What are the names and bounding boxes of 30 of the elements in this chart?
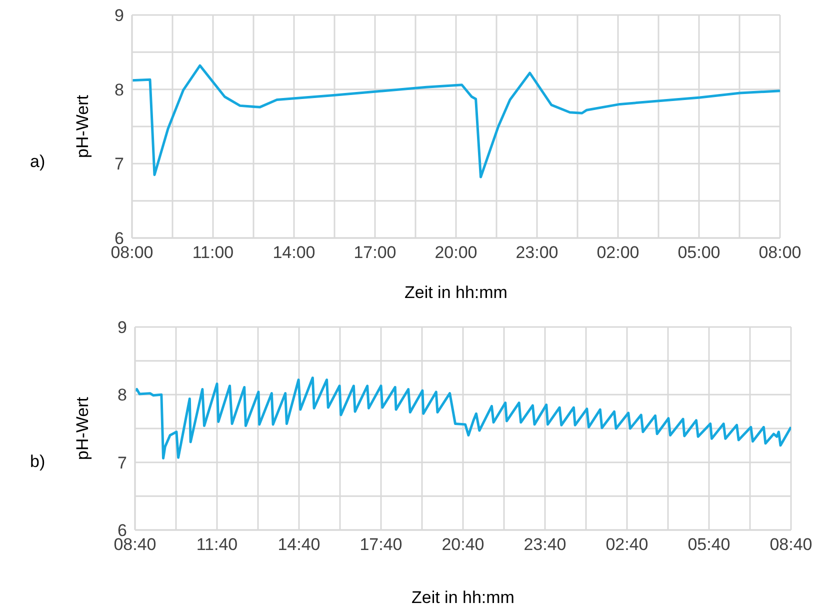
x-tick-label: 08:00 (758, 243, 802, 262)
y-axis-title: pH-Wert (73, 94, 92, 158)
x-axis-title: Zeit in hh:mm (404, 283, 508, 302)
x-tick-label: 17:00 (354, 243, 396, 262)
text: a) (30, 152, 46, 172)
y-tick-label: 7 (114, 154, 124, 174)
y-tick-label: 7 (118, 453, 127, 472)
y-tick-label: 9 (118, 318, 127, 338)
x-tick-label: 17:40 (360, 535, 402, 554)
y-tick-label: 9 (114, 6, 124, 26)
text: b) (30, 452, 46, 472)
x-tick-label: 14:00 (272, 243, 316, 262)
x-tick-label: 11:40 (196, 535, 238, 554)
x-tick-label: 23:40 (524, 535, 566, 554)
x-tick-label: 11:00 (192, 243, 234, 262)
x-tick-label: 08:40 (114, 535, 156, 554)
x-tick-label: 23:00 (516, 243, 558, 262)
y-tick-label: 8 (118, 386, 127, 405)
x-tick-label: 05:40 (688, 535, 730, 554)
x-tick-label: 08:00 (110, 243, 154, 262)
x-tick-label: 08:40 (770, 535, 812, 554)
x-tick-label: 20:40 (442, 535, 484, 554)
y-tick-label: 8 (114, 80, 124, 100)
x-tick-label: 20:00 (434, 243, 478, 262)
x-tick-label: 02:00 (596, 243, 640, 262)
x-tick-label: 14:40 (278, 535, 320, 554)
x-tick-label: 05:00 (678, 243, 720, 262)
x-tick-label: 02:40 (606, 535, 648, 554)
y-axis-title: pH-Wert (73, 396, 92, 460)
x-axis-title: Zeit in hh:mm (412, 588, 514, 607)
